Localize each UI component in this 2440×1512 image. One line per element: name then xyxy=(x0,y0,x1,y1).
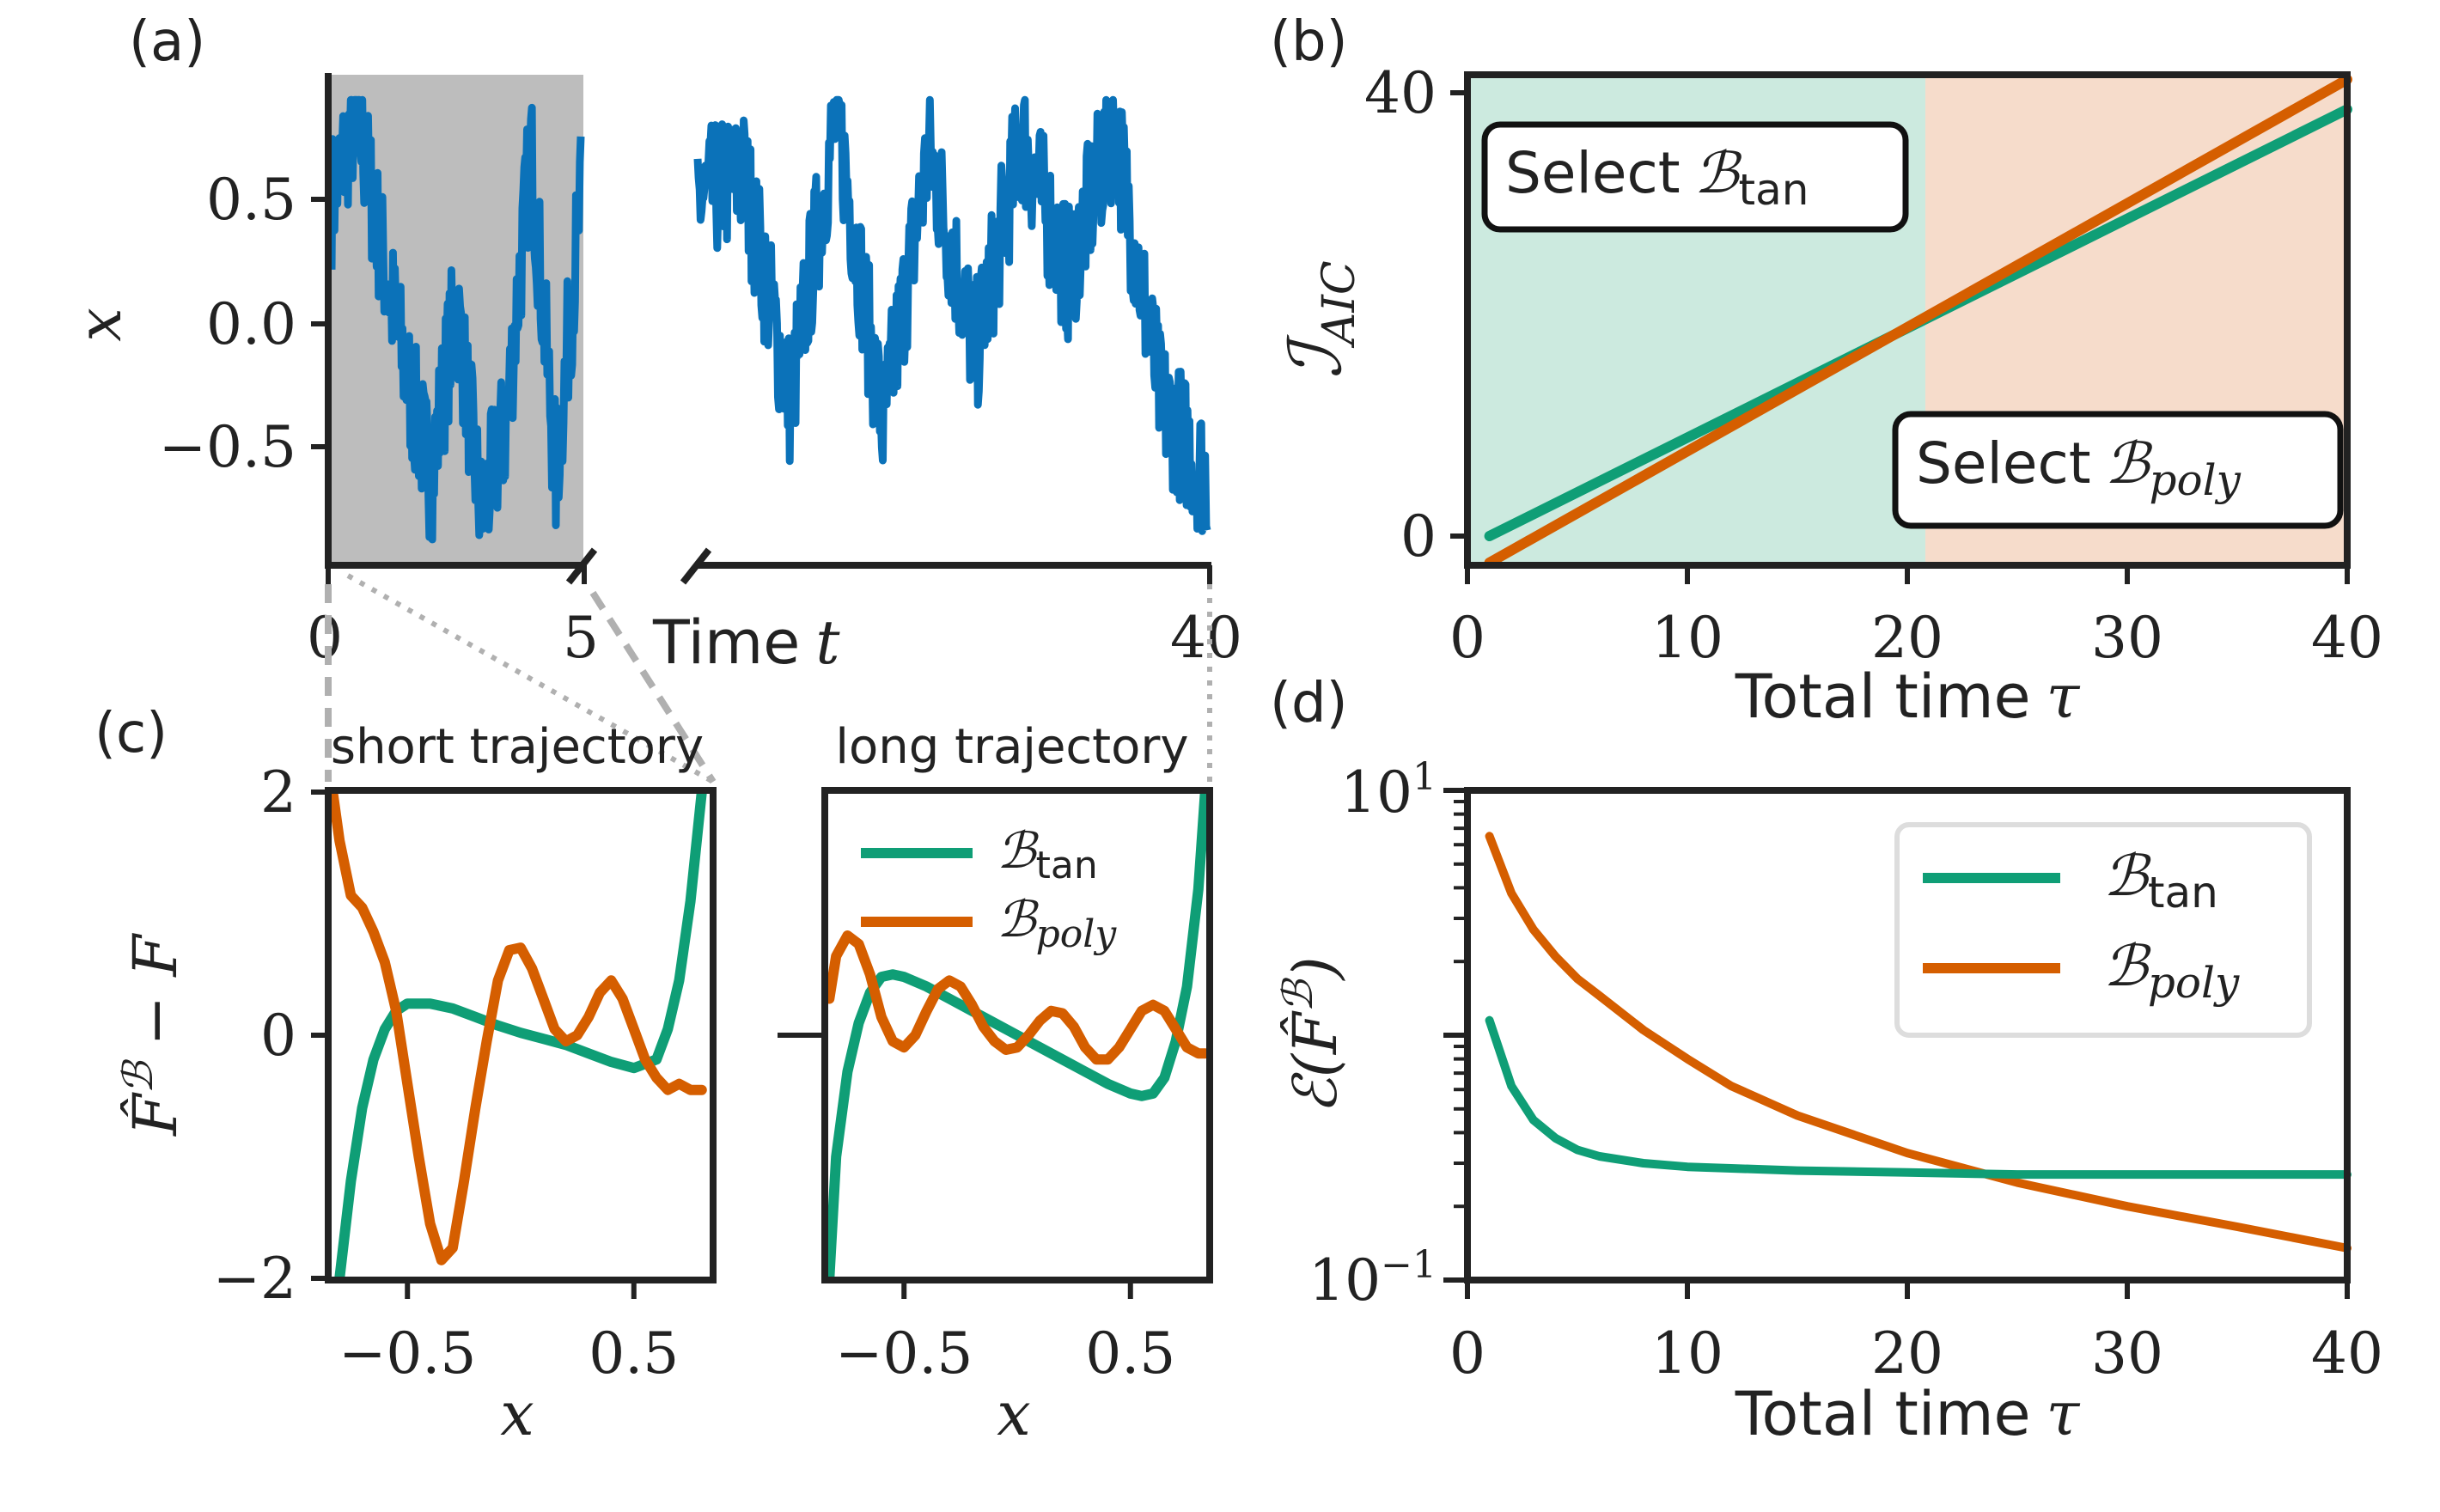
ytick-label: 0.0 xyxy=(206,291,296,357)
trajectory-line-short xyxy=(327,95,585,544)
xtick-label: 0 xyxy=(1449,1320,1485,1387)
x-axis-label-c-long: x xyxy=(997,1379,1030,1449)
panel-c-label: (c) xyxy=(95,702,168,765)
aic-line-poly xyxy=(1484,74,2352,568)
ytick-label: −2 xyxy=(213,1246,296,1312)
legend-c: ℬtan ℬpoly xyxy=(861,821,1117,956)
zoom-connector xyxy=(589,590,717,784)
panel-d: (d) 101 10−1 0 10 20 30 40 Total time τ ℰ(F̂ℬ… xyxy=(1270,672,2383,1449)
long-trajectory-title: long trajectory xyxy=(835,719,1188,775)
xtick-label: 5 xyxy=(563,605,599,671)
ytick-label: 101 xyxy=(1340,755,1437,826)
y-axis-label-d: ℰ(F̂ℬ) xyxy=(1274,956,1351,1113)
panel-b: (b) 40 0 0 10 20 30 40 Total time τ ℐAIC Sele… xyxy=(1270,10,2383,732)
x-axis-label-a: Time t xyxy=(652,607,840,678)
xtick-label: 0 xyxy=(1449,605,1485,671)
curve-poly xyxy=(328,790,707,1265)
panel-a-label: (a) xyxy=(129,10,205,74)
x-axis-label-b: Total time τ xyxy=(1735,662,2081,732)
xtick-label: 30 xyxy=(2091,605,2163,671)
trajectory-line-long xyxy=(693,95,1211,535)
panel-d-label: (d) xyxy=(1270,672,1348,735)
curve-poly xyxy=(825,930,1210,1065)
ytick-label: 2 xyxy=(260,759,296,826)
legend-label-tan: ℬtan xyxy=(2103,843,2218,918)
trajectory-series xyxy=(327,95,1211,544)
axis-break-mark-right xyxy=(680,547,712,585)
long-trajectory-series xyxy=(825,790,1210,1280)
y-axis-label-b: ℐAIC xyxy=(1273,260,1365,378)
short-trajectory-title: short trajectory xyxy=(331,719,704,775)
panel-c: (c) short trajectory long trajectory 2 0… xyxy=(95,702,1213,1449)
xtick-label: −0.5 xyxy=(339,1320,476,1387)
ytick-label: 0 xyxy=(1400,503,1437,570)
xtick-label: 10 xyxy=(1651,1320,1723,1387)
select-poly-box xyxy=(1892,411,2344,529)
select-tan-text: Select ℬtan xyxy=(1505,140,1809,215)
aic-series xyxy=(1484,74,2352,568)
legend-label-poly: ℬpoly xyxy=(997,890,1117,956)
error-line-poly xyxy=(1485,832,2352,1253)
select-poly-text: Select ℬpoly xyxy=(1916,430,2242,505)
ytick-label: 0 xyxy=(260,1003,296,1069)
xtick-label: 30 xyxy=(2091,1320,2163,1387)
legend-label-poly: ℬpoly xyxy=(2103,933,2240,1008)
panel-a: (a) 0.5 0.0 −0.5 0 5 40 Time t x xyxy=(64,10,1242,784)
x-axis-label-c-short: x xyxy=(500,1379,534,1449)
xtick-label: 40 xyxy=(1170,605,1242,671)
xtick-label: −0.5 xyxy=(835,1320,973,1387)
legend-label-tan: ℬtan xyxy=(997,821,1098,887)
xtick-label: 0.5 xyxy=(1085,1320,1175,1387)
ytick-label: 0.5 xyxy=(206,167,296,233)
xtick-label: 20 xyxy=(1871,1320,1943,1387)
panel-b-label: (b) xyxy=(1270,10,1348,74)
y-axis-label-c: F̂ℬ− F xyxy=(114,933,191,1137)
curve-tan xyxy=(334,790,707,1280)
x-axis-label-d: Total time τ xyxy=(1735,1379,2081,1449)
xtick-label: 10 xyxy=(1651,605,1723,671)
error-line-tan xyxy=(1485,1015,2352,1180)
xtick-label: 0.5 xyxy=(589,1320,679,1387)
select-tan-box xyxy=(1481,121,1909,233)
xtick-label: 40 xyxy=(2311,1320,2383,1387)
error-series xyxy=(1485,832,2352,1253)
ytick-label: 10−1 xyxy=(1308,1243,1437,1314)
ytick-label: −0.5 xyxy=(159,414,296,480)
zoom-connector xyxy=(346,573,715,784)
legend-d: ℬtan ℬpoly xyxy=(1894,822,2312,1038)
y-axis-label-a: x xyxy=(64,308,135,341)
ytick-label: 40 xyxy=(1364,60,1437,126)
xtick-label: 20 xyxy=(1871,605,1943,671)
xtick-label: 40 xyxy=(2311,605,2383,671)
short-trajectory-series xyxy=(328,790,707,1280)
